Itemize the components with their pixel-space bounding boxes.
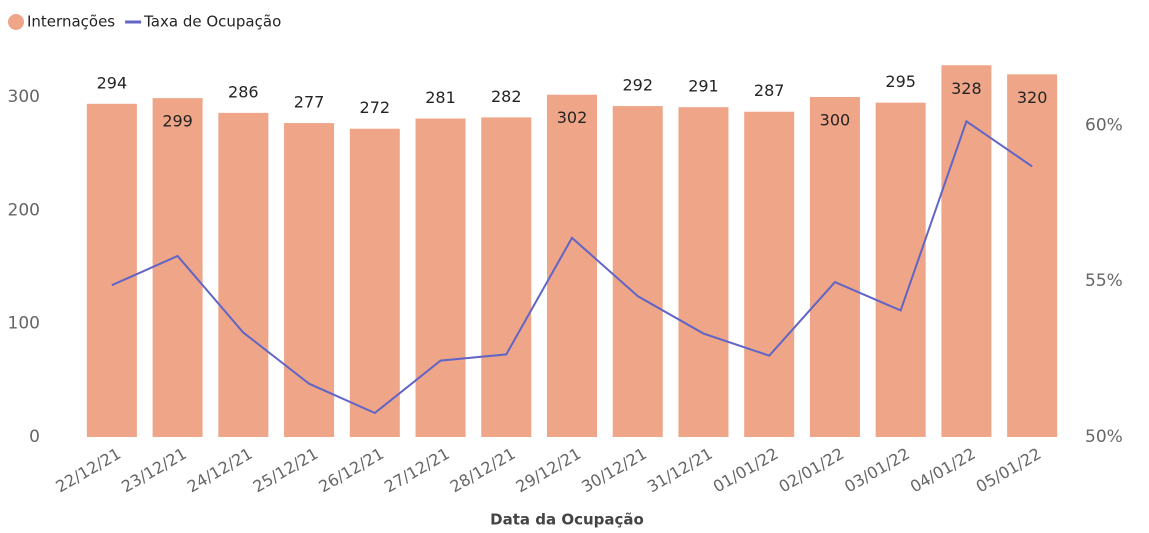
bar xyxy=(218,112,269,437)
data-label: 294 xyxy=(97,73,128,92)
data-label: 292 xyxy=(622,76,653,95)
data-label: 320 xyxy=(1017,88,1048,107)
x-tick-label: 26/12/21 xyxy=(315,444,387,496)
legend-swatch xyxy=(8,14,24,30)
bar xyxy=(809,97,860,437)
x-tick-label: 02/01/22 xyxy=(775,444,847,496)
x-tick-label: 23/12/21 xyxy=(118,444,190,496)
bar xyxy=(415,118,466,438)
data-label: 295 xyxy=(885,72,916,91)
x-tick-label: 30/12/21 xyxy=(578,444,650,496)
data-label: 302 xyxy=(557,108,588,127)
bar xyxy=(875,102,926,438)
legend-label: Taxa de Ocupação xyxy=(143,13,281,31)
bar xyxy=(349,128,400,437)
y2-tick-label: 50% xyxy=(1085,427,1123,447)
bar xyxy=(1007,74,1058,437)
x-tick-label: 03/01/22 xyxy=(841,444,913,496)
bar xyxy=(481,117,532,438)
legend-label: Internações xyxy=(27,13,115,31)
line xyxy=(111,119,1033,415)
bar xyxy=(941,65,992,438)
bar xyxy=(547,94,597,437)
bar xyxy=(744,111,795,437)
x-tick-label: 28/12/21 xyxy=(447,444,519,496)
x-tick-label: 22/12/21 xyxy=(52,444,124,496)
y-tick-label: 0 xyxy=(29,427,40,447)
bar xyxy=(612,106,663,438)
data-label: 277 xyxy=(294,93,325,112)
data-label: 291 xyxy=(688,77,719,96)
x-tick-label: 29/12/21 xyxy=(513,444,585,496)
bar xyxy=(284,123,335,438)
y-tick-label: 200 xyxy=(8,200,40,220)
bar xyxy=(86,103,137,438)
bar xyxy=(678,107,729,437)
y2-tick-label: 55% xyxy=(1085,271,1123,291)
y2-tick-label: 60% xyxy=(1085,115,1123,135)
bar xyxy=(152,98,203,437)
x-tick-label: 31/12/21 xyxy=(644,444,716,496)
x-tick-label: 01/01/22 xyxy=(710,444,782,496)
data-label: 282 xyxy=(491,87,522,106)
data-label: 281 xyxy=(425,88,456,107)
x-tick-label: 25/12/21 xyxy=(250,444,322,496)
x-tick-label: 27/12/21 xyxy=(381,444,453,496)
x-tick-label: 24/12/21 xyxy=(184,444,256,496)
data-label: 287 xyxy=(754,81,785,100)
y-tick-label: 100 xyxy=(8,314,40,334)
data-label: 300 xyxy=(820,111,851,130)
data-label: 299 xyxy=(162,112,193,131)
x-tick-label: 04/01/22 xyxy=(907,444,979,496)
y-tick-label: 300 xyxy=(8,87,40,107)
data-label: 272 xyxy=(360,98,391,117)
x-tick-label: 05/01/22 xyxy=(973,444,1045,496)
data-label: 328 xyxy=(951,79,982,98)
data-label: 286 xyxy=(228,82,259,101)
x-axis-title: Data da Ocupação xyxy=(490,511,644,529)
